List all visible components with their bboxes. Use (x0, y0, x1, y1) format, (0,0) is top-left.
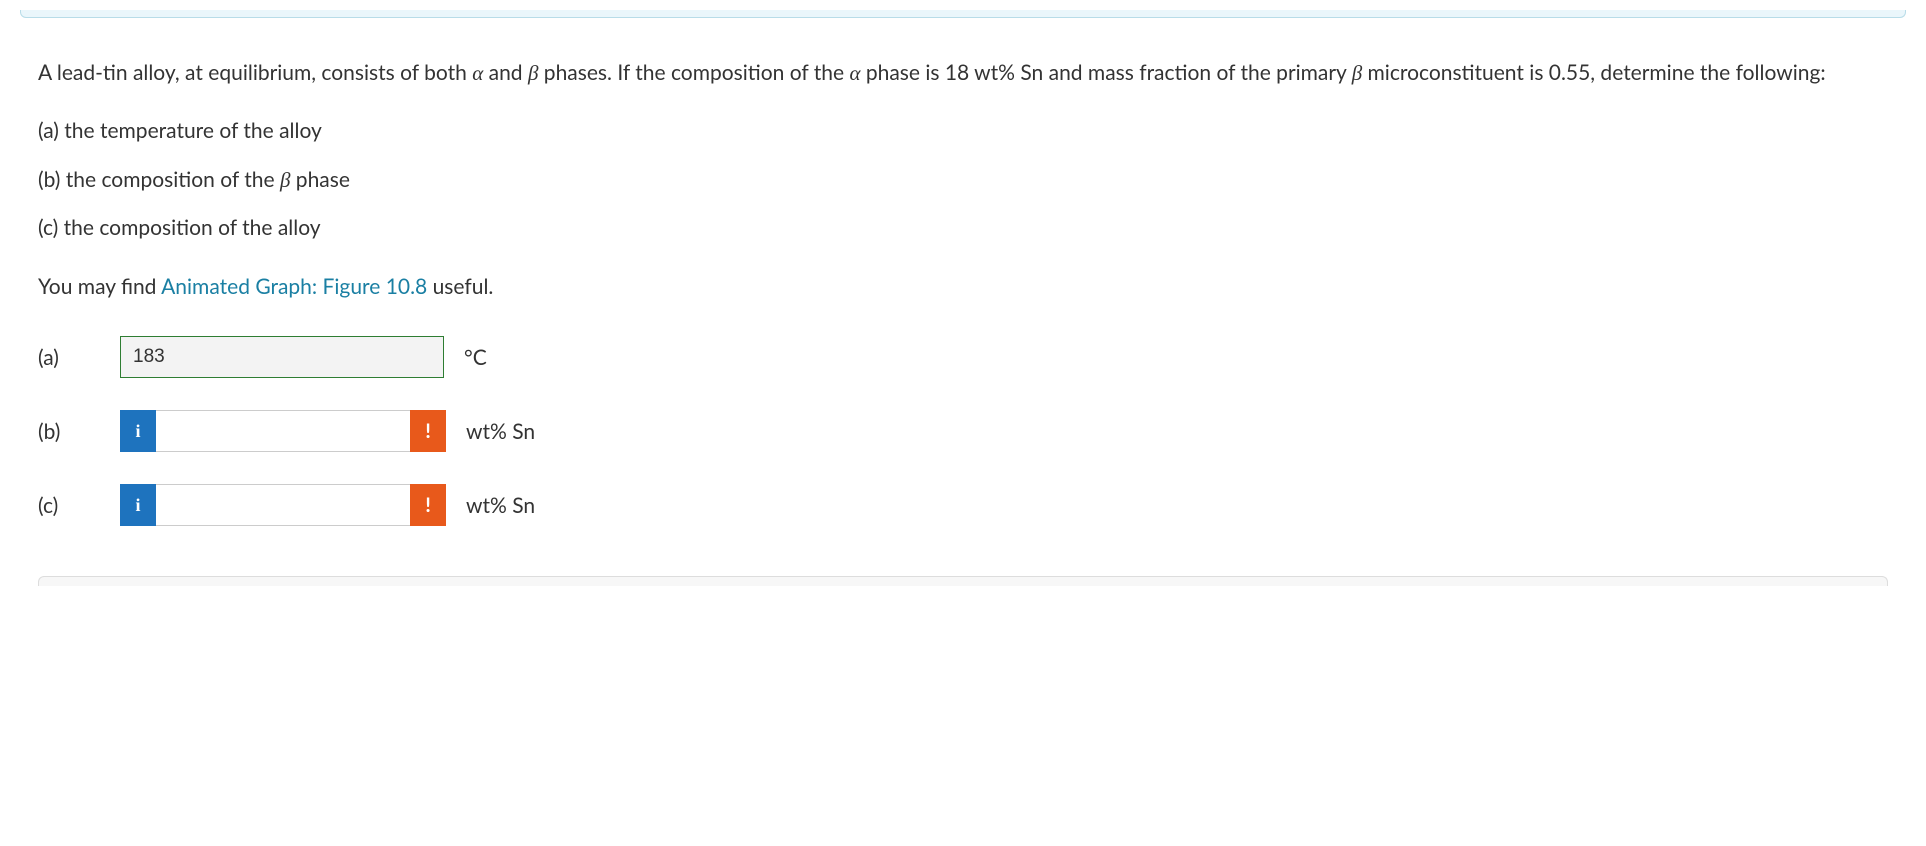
answer-unit-b: wt% Sn (466, 419, 535, 444)
answer-unit-a: °C (464, 345, 487, 370)
beta-symbol: β (528, 61, 538, 85)
answer-row-c: (c) i ! wt% Sn (38, 484, 1888, 526)
answers-block: (a) °C (b) i ! wt% Sn (c) i ! wt% Sn (38, 336, 1888, 526)
text: phase (290, 167, 349, 192)
answer-label-a: (a) (38, 345, 102, 370)
footer-panel-edge (38, 576, 1888, 586)
answer-input-b[interactable] (156, 410, 410, 452)
answer-input-a[interactable] (120, 336, 444, 378)
question-part-c: (c) the composition of the alloy (38, 213, 1888, 243)
answer-input-wrap-b: i ! (120, 410, 446, 452)
warning-icon[interactable]: ! (410, 410, 446, 452)
answer-label-b: (b) (38, 419, 102, 444)
question-body: A lead-tin alloy, at equilibrium, consis… (20, 58, 1906, 586)
warning-icon[interactable]: ! (410, 484, 446, 526)
question-intro: A lead-tin alloy, at equilibrium, consis… (38, 58, 1888, 88)
info-icon[interactable]: i (120, 484, 156, 526)
beta-symbol: β (280, 168, 290, 192)
text: You may find (38, 274, 161, 299)
animated-graph-link[interactable]: Animated Graph: Figure 10.8 (161, 274, 427, 299)
answer-unit-c: wt% Sn (466, 493, 535, 518)
text: phase is 18 wt% Sn and mass fraction of … (860, 60, 1351, 85)
alpha-symbol: α (849, 61, 860, 85)
question-hint: You may find Animated Graph: Figure 10.8… (38, 272, 1888, 302)
text: phases. If the composition of the (538, 60, 849, 85)
question-part-a: (a) the temperature of the alloy (38, 116, 1888, 146)
answer-input-c[interactable] (156, 484, 410, 526)
text: A lead-tin alloy, at equilibrium, consis… (38, 60, 472, 85)
answer-input-wrap-a (120, 336, 444, 378)
text: microconstituent is 0.55, determine the … (1362, 60, 1825, 85)
text: (b) the composition of the (38, 167, 280, 192)
answer-row-b: (b) i ! wt% Sn (38, 410, 1888, 452)
beta-symbol: β (1352, 61, 1362, 85)
text: and (483, 60, 528, 85)
info-icon[interactable]: i (120, 410, 156, 452)
text: useful. (427, 274, 493, 299)
answer-row-a: (a) °C (38, 336, 1888, 378)
answer-label-c: (c) (38, 493, 102, 518)
question-part-b: (b) the composition of the β phase (38, 165, 1888, 195)
alpha-symbol: α (472, 61, 483, 85)
answer-input-wrap-c: i ! (120, 484, 446, 526)
info-banner-bottom-edge (20, 10, 1906, 18)
